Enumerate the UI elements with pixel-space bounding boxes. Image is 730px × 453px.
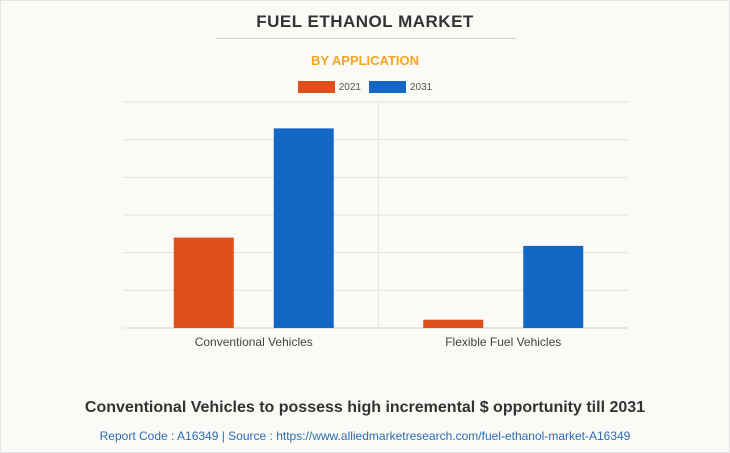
legend-label-2021: 2021 (338, 81, 361, 93)
bar-chart: Conventional Vehicles Flexible Fuel Vehic… (123, 101, 628, 349)
x-tick-label: Conventional Vehicles (195, 335, 313, 349)
legend-swatch-2021 (297, 81, 335, 93)
source-line[interactable]: Report Code : A16349 | Source : https://… (99, 429, 631, 443)
chart-subtitle: BY APPLICATION (310, 53, 420, 68)
bars (173, 128, 584, 328)
legend-item-2021[interactable]: 2021 (297, 81, 361, 93)
bar-2021-1[interactable] (423, 319, 484, 328)
legend-item-2031[interactable]: 2031 (369, 81, 432, 93)
chart-headline: Conventional Vehicles to possess high in… (84, 399, 646, 416)
title-divider (216, 38, 516, 39)
legend-label-2031: 2031 (410, 81, 433, 93)
chart-title: FUEL ETHANOL MARKET (256, 12, 474, 31)
bar-2031-0[interactable] (273, 128, 334, 328)
legend-swatch-2031 (369, 81, 406, 93)
bar-2031-1[interactable] (523, 245, 584, 328)
x-tick-label: Flexible Fuel Vehicles (445, 335, 561, 349)
legend: 2021 2031 (1, 81, 729, 93)
bar-2021-0[interactable] (173, 237, 234, 328)
x-axis-labels: Conventional Vehicles Flexible Fuel Vehic… (195, 335, 562, 349)
